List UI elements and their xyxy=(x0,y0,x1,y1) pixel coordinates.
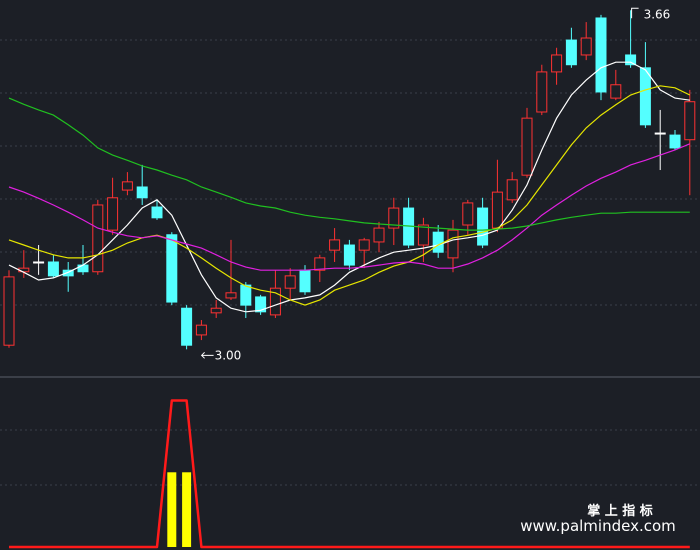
candle-body xyxy=(181,307,193,346)
candle-body xyxy=(684,101,696,141)
candle-body xyxy=(447,229,459,259)
candle-body xyxy=(565,39,577,66)
candle-body xyxy=(610,84,622,99)
candle-body xyxy=(210,307,222,314)
indicator-line xyxy=(9,399,690,549)
moving-average-line xyxy=(8,85,691,306)
candle-body xyxy=(284,275,296,289)
candle-body xyxy=(462,202,474,226)
candle-body xyxy=(255,296,267,313)
candle-body xyxy=(669,134,681,149)
candle-body xyxy=(343,244,355,266)
candle-body xyxy=(491,191,503,229)
moving-average-line xyxy=(8,143,691,271)
watermark-title: 掌 上 指 标 xyxy=(587,503,653,519)
candle-body xyxy=(92,204,104,273)
candle-body xyxy=(3,276,15,346)
moving-average-line xyxy=(8,97,690,231)
candle-body xyxy=(477,207,489,246)
annotation-arrow xyxy=(631,7,639,19)
indicator-bar xyxy=(167,472,177,547)
candle-body xyxy=(151,206,163,219)
candle-body xyxy=(536,71,548,113)
candle-body xyxy=(77,264,89,273)
candle-body xyxy=(314,257,326,271)
candle-body xyxy=(166,234,178,303)
candle-body xyxy=(506,179,518,201)
candle-body xyxy=(580,37,592,56)
candle-body xyxy=(521,117,533,176)
candle-body xyxy=(639,67,651,126)
watermark-url: www.palmindex.com xyxy=(520,517,676,535)
candle-body xyxy=(595,17,607,93)
candle-body xyxy=(373,227,385,243)
annotation-label: 3.00 xyxy=(215,348,242,362)
candle-body xyxy=(62,269,74,277)
indicator-bar xyxy=(182,472,192,547)
candle-body xyxy=(388,207,400,229)
annotation-label: 3.66 xyxy=(644,7,671,21)
candle-body xyxy=(269,287,281,316)
candle-body xyxy=(417,224,429,246)
candle-body xyxy=(121,181,133,191)
candle-body xyxy=(195,324,207,336)
moving-average-line xyxy=(8,61,690,313)
candle-body xyxy=(358,239,370,251)
candle-body xyxy=(551,54,563,73)
candle-body xyxy=(432,231,444,253)
candle-body xyxy=(107,197,119,231)
candle-body xyxy=(299,269,311,293)
candle-body xyxy=(47,261,59,277)
candle-body xyxy=(625,54,637,66)
candle-body xyxy=(225,292,237,299)
candle-body xyxy=(33,261,45,264)
candle-body xyxy=(240,284,252,306)
annotation-arrow xyxy=(200,351,214,359)
candle-body xyxy=(136,186,148,199)
candle-body xyxy=(654,132,666,135)
candle-body xyxy=(329,239,341,251)
